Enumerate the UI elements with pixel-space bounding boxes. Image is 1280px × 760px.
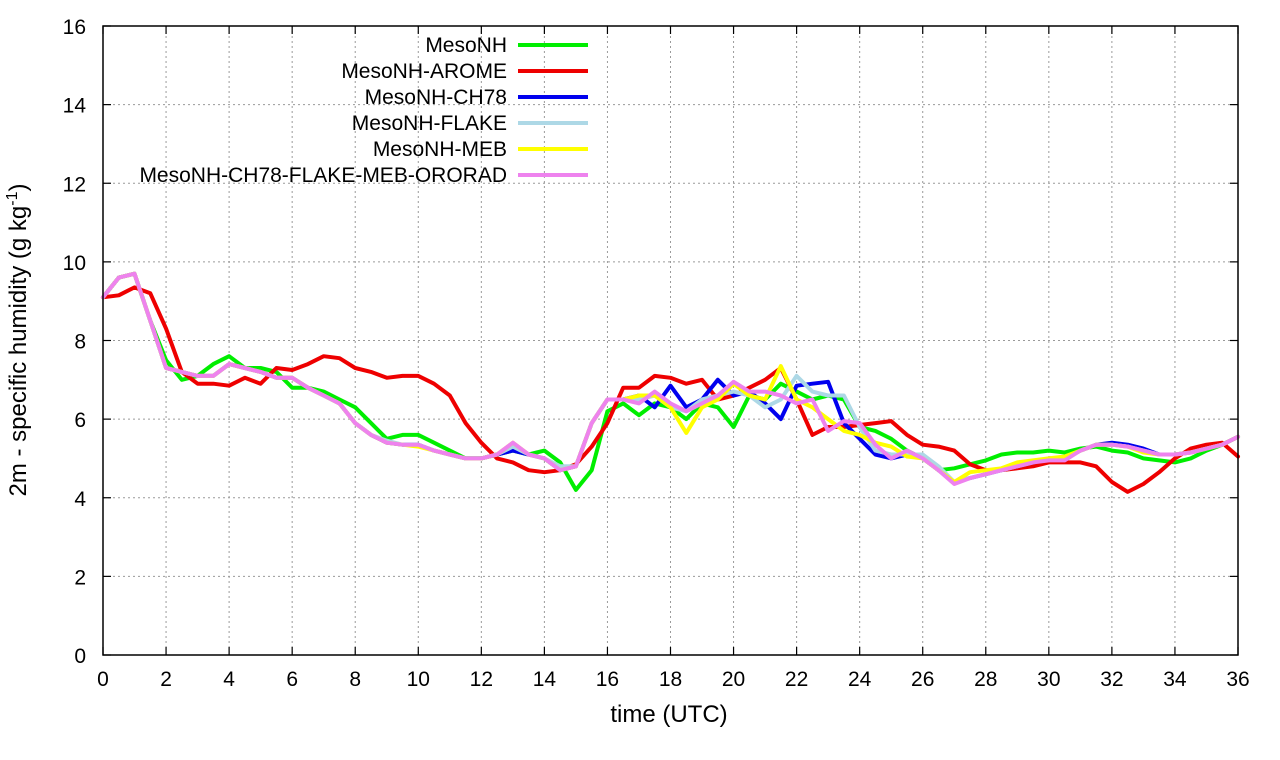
x-tick-label: 36 xyxy=(1226,668,1249,691)
y-tick-label: 16 xyxy=(63,16,86,39)
y-axis-label-main: 2m - specific humidity (g kg xyxy=(5,206,32,497)
x-tick-label: 0 xyxy=(97,668,109,691)
y-tick-labels: 0 2 4 6 8 10 12 14 16 xyxy=(63,16,87,668)
y-tick-label: 6 xyxy=(74,409,86,432)
y-tick-label: 14 xyxy=(63,95,87,118)
y-axis-label-superscript: -1 xyxy=(4,191,21,205)
y-axis-label: 2m - specific humidity (g kg-1) xyxy=(4,184,32,497)
legend-label-4: MesoNH-FLAKE xyxy=(352,112,507,135)
axis-ticks xyxy=(102,25,1239,656)
legend-label-5: MesoNH-MEB xyxy=(373,138,507,161)
x-tick-label: 30 xyxy=(1037,668,1060,691)
legend-label-1: MesoNH xyxy=(425,34,507,57)
x-tick-label: 20 xyxy=(722,668,745,691)
x-tick-label: 24 xyxy=(848,668,872,691)
series-line-6 xyxy=(101,271,1240,486)
y-tick-label: 2 xyxy=(74,566,86,589)
x-tick-label: 22 xyxy=(785,668,808,691)
y-tick-label: 8 xyxy=(74,331,86,354)
legend-label-6: MesoNH-CH78-FLAKE-MEB-ORORAD xyxy=(139,164,507,187)
x-tick-label: 10 xyxy=(407,668,430,691)
series-layer xyxy=(101,271,1240,494)
legend-label-3: MesoNH-CH78 xyxy=(365,86,507,109)
y-tick-label: 10 xyxy=(63,252,86,275)
y-tick-label: 12 xyxy=(63,173,86,196)
legend: MesoNH MesoNH-AROME MesoNH-CH78 MesoNH-FLAK… xyxy=(139,34,588,187)
x-tick-label: 28 xyxy=(974,668,997,691)
x-tick-label: 4 xyxy=(223,668,235,691)
x-tick-label: 2 xyxy=(160,668,172,691)
x-tick-label: 16 xyxy=(596,668,619,691)
x-tick-label: 14 xyxy=(533,668,557,691)
x-tick-label: 34 xyxy=(1163,668,1187,691)
x-axis-label: time (UTC) xyxy=(610,701,727,728)
y-axis-label-end: ) xyxy=(5,184,32,192)
x-tick-label: 26 xyxy=(911,668,934,691)
x-tick-label: 12 xyxy=(470,668,493,691)
x-tick-labels: 0 2 4 6 8 10 12 14 16 18 20 22 24 26 28 30 32 34 36 xyxy=(97,668,1250,691)
x-tick-label: 8 xyxy=(349,668,361,691)
legend-label-2: MesoNH-AROME xyxy=(341,60,507,83)
grid-lines xyxy=(103,26,1238,655)
y-tick-label: 4 xyxy=(74,488,86,511)
x-tick-label: 18 xyxy=(659,668,682,691)
x-tick-label: 32 xyxy=(1100,668,1123,691)
y-tick-label: 0 xyxy=(74,645,86,668)
x-tick-label: 6 xyxy=(286,668,298,691)
